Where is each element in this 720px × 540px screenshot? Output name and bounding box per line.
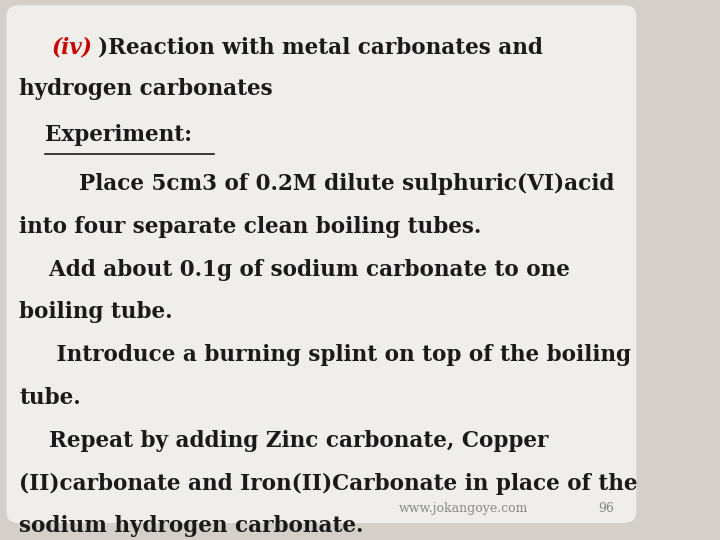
Text: 96: 96 [598,502,613,515]
Text: Add about 0.1g of sodium carbonate to one: Add about 0.1g of sodium carbonate to on… [19,259,570,281]
Text: tube.: tube. [19,387,81,409]
Text: )Reaction with metal carbonates and: )Reaction with metal carbonates and [98,37,543,59]
Text: (iv): (iv) [51,37,92,59]
Text: Place 5cm3 of 0.2M dilute sulphuric(VI)acid: Place 5cm3 of 0.2M dilute sulphuric(VI)a… [19,173,615,195]
Text: (II)carbonate and Iron(II)Carbonate in place of the: (II)carbonate and Iron(II)Carbonate in p… [19,472,638,495]
Text: sodium hydrogen carbonate.: sodium hydrogen carbonate. [19,515,364,537]
Text: hydrogen carbonates: hydrogen carbonates [19,78,273,100]
Text: Repeat by adding Zinc carbonate, Copper: Repeat by adding Zinc carbonate, Copper [19,430,549,451]
Text: www.jokangoye.com: www.jokangoye.com [398,502,528,515]
Text: into four separate clean boiling tubes.: into four separate clean boiling tubes. [19,216,482,238]
Text: boiling tube.: boiling tube. [19,301,173,323]
FancyBboxPatch shape [6,5,636,523]
Text: Experiment:: Experiment: [45,124,192,146]
Text: Introduce a burning splint on top of the boiling: Introduce a burning splint on top of the… [19,344,631,366]
